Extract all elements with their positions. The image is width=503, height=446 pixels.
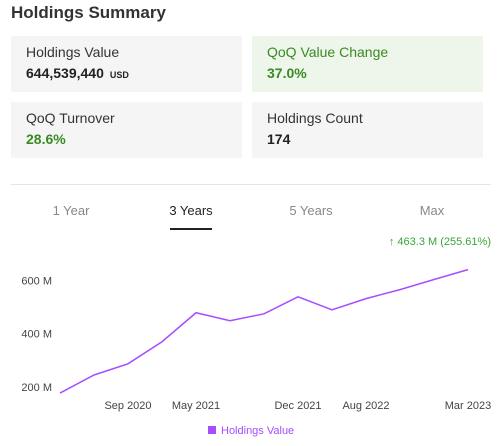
y-tick-label: 200 M (21, 382, 52, 394)
annotation: ↑ 463.3 M (255.61%) (389, 236, 491, 248)
card-label: QoQ Value Change (267, 44, 389, 60)
y-tick-label: 600 M (21, 276, 52, 288)
stat-card: Holdings Value 644,539,440 USD (11, 36, 242, 92)
x-tick-label: Aug 2022 (342, 400, 389, 412)
y-tick-label: 400 M (21, 329, 52, 341)
chart: ↑ 463.3 M (255.61%) 200 M 400 M 600 M Sep 20… (21, 236, 491, 437)
range-tab[interactable]: 5 Years (289, 203, 333, 218)
value-text: 37.0% (267, 65, 307, 81)
legend-swatch (208, 426, 216, 434)
stat-card: QoQ Value Change 37.0% (252, 36, 483, 92)
x-tick-label: May 2021 (172, 400, 220, 412)
title: Holdings Summary (11, 3, 166, 22)
range-tab[interactable]: 3 Years (169, 203, 213, 218)
value-text: 28.6% (26, 131, 66, 147)
card-label: Holdings Count (267, 110, 363, 126)
card-label: Holdings Value (26, 44, 120, 60)
card-value: 28.6% (26, 131, 242, 147)
card-value: 644,539,440 USD (26, 65, 242, 81)
range-tab[interactable]: 1 Year (52, 203, 90, 218)
line (59, 268, 469, 394)
value-text: 644,539,440 (26, 65, 104, 81)
value-text: 174 (267, 131, 291, 147)
x-tick-label: Dec 2021 (274, 400, 321, 412)
active-tab-underline (170, 228, 212, 230)
card-value: 174 (267, 131, 483, 147)
legend-label: Holdings Value (221, 425, 294, 437)
stat-card: Holdings Count 174 (252, 102, 483, 158)
range-tab[interactable]: Max (419, 203, 445, 218)
x-tick-label: Sep 2020 (104, 400, 151, 412)
separator (11, 184, 491, 185)
card-label: QoQ Turnover (26, 110, 115, 126)
x-tick-label: Mar 2023 (445, 400, 491, 412)
card-value: 37.0% (267, 65, 483, 81)
stat-card: QoQ Turnover 28.6% (11, 102, 242, 158)
unit: USD (109, 70, 129, 80)
